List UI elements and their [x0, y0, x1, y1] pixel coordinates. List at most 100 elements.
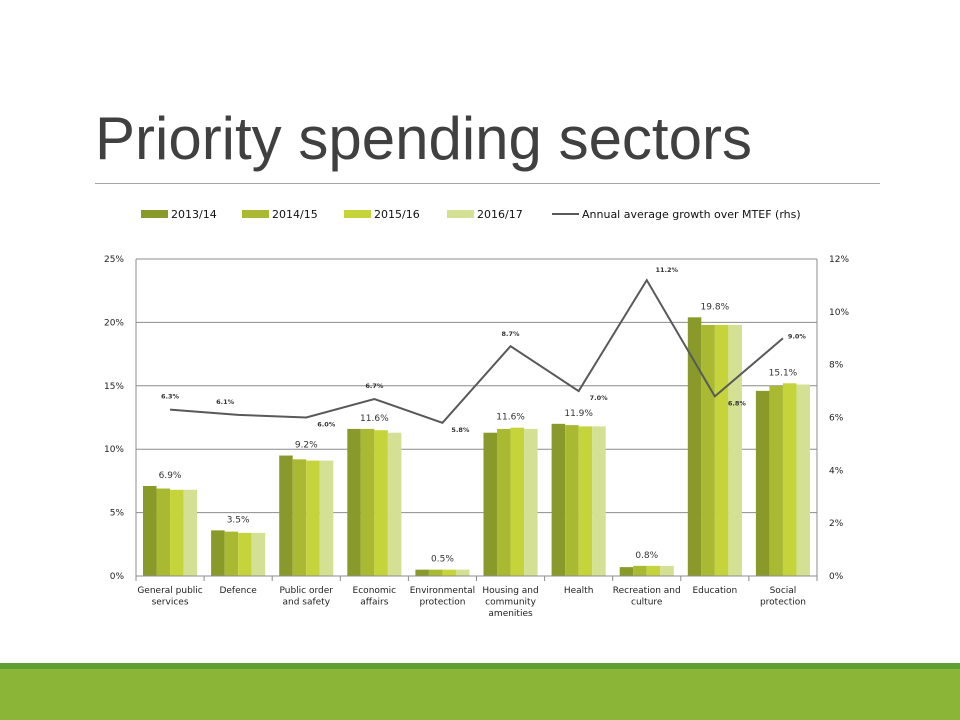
y-right-tick-label: 6% — [829, 414, 844, 424]
growth-value-label: 11.2% — [655, 266, 678, 274]
bar — [279, 455, 293, 576]
bar — [428, 569, 443, 576]
y-left-tick-label: 10% — [104, 445, 124, 455]
slide-title: Priority spending sectors — [95, 105, 752, 172]
legend-label: 2014/15 — [272, 208, 318, 221]
category-label: Defence — [219, 586, 257, 596]
bar — [782, 383, 797, 576]
bar — [387, 432, 402, 576]
legend-swatch — [141, 210, 168, 218]
bar — [374, 430, 388, 576]
footer-stripe — [0, 663, 960, 669]
growth-line-group: 6.3% 6.1% 6.0% 6.7% 5.8% 8.7% 7.0% 11.2% 6.8% 9.0… — [161, 266, 806, 434]
bar — [578, 426, 593, 576]
bar — [183, 489, 198, 576]
category-labels: General public services Defence Public orde… — [137, 586, 806, 619]
y-right-tick-label: 0% — [829, 572, 844, 582]
bar-value-label: 19.8% — [701, 302, 730, 312]
legend-label: 2013/14 — [171, 208, 217, 221]
bar-value-label: 6.9% — [159, 471, 182, 481]
y-right-tick-label: 2% — [829, 519, 844, 529]
y-right-tick-label: 10% — [829, 308, 849, 318]
chart-axes: 0% 5% 10% 15% 20% 25% 0% 2% 4% 6% 8% 10% 12% — [104, 255, 849, 582]
category-label: Recreation and culture — [613, 586, 681, 608]
bar — [360, 428, 375, 576]
category-label: Economic affairs — [353, 586, 397, 608]
growth-value-label: 8.7% — [502, 330, 521, 338]
bar — [646, 565, 661, 576]
bar — [319, 460, 334, 576]
bar — [455, 569, 470, 576]
bar — [619, 567, 634, 576]
bar-value-label: 0.5% — [431, 555, 454, 565]
legend-swatch — [447, 210, 474, 218]
bar — [306, 460, 320, 576]
bar — [251, 532, 266, 576]
category-label: Public order and safety — [280, 586, 334, 608]
bar-value-label: 3.5% — [227, 515, 250, 525]
y-left-tick-label: 5% — [110, 509, 125, 519]
legend-label: 2016/17 — [477, 208, 523, 221]
y-left-tick-label: 15% — [104, 382, 124, 392]
y-left-tick-label: 0% — [110, 572, 125, 582]
y-right-tick-label: 12% — [829, 255, 849, 265]
bar — [497, 428, 511, 576]
bar — [156, 488, 171, 576]
bar — [510, 427, 525, 576]
bar-value-label: 11.9% — [564, 409, 593, 419]
bar — [714, 324, 729, 576]
bar — [551, 423, 566, 576]
bar — [292, 459, 307, 576]
bar — [633, 565, 647, 576]
bar — [211, 530, 225, 576]
spending-chart: 2013/14 2014/15 2015/16 2016/17 Annual avera… — [104, 208, 849, 619]
legend-swatch — [242, 210, 269, 218]
bar — [170, 489, 184, 576]
y-left-tick-label: 20% — [104, 318, 124, 328]
y-left-tick-label: 25% — [104, 255, 124, 265]
legend-label: Annual average growth over MTEF (rhs) — [582, 208, 801, 221]
chart-legend: 2013/14 2014/15 2015/16 2016/17 Annual avera… — [141, 208, 801, 221]
category-label: Environmental protection — [410, 586, 475, 608]
growth-value-label: 9.0% — [788, 332, 807, 340]
title-divider — [95, 183, 880, 184]
bar — [660, 565, 674, 576]
category-label: Housing and community amenities — [482, 586, 538, 619]
bar — [347, 428, 361, 576]
chart-bar-labels: 6.9% 3.5% 9.2% 11.6% 0.5% 11.6% 11.9% 0.8% 19.8%… — [159, 302, 798, 564]
chart-bars — [143, 317, 810, 576]
growth-value-label: 6.3% — [161, 393, 180, 401]
bar — [442, 569, 456, 576]
growth-value-label: 6.0% — [317, 421, 336, 429]
y-right-tick-label: 4% — [829, 466, 844, 476]
category-label: Education — [692, 586, 737, 596]
bar — [592, 426, 606, 576]
growth-value-label: 6.8% — [728, 399, 747, 407]
bar — [701, 324, 715, 576]
category-label: General public services — [137, 586, 202, 608]
bar — [524, 428, 538, 576]
bar — [415, 569, 429, 576]
bar — [483, 432, 498, 576]
bar — [755, 390, 770, 576]
growth-value-label: 7.0% — [590, 394, 609, 402]
growth-value-label: 6.1% — [216, 398, 235, 406]
bar — [143, 485, 157, 576]
bar-value-label: 15.1% — [769, 368, 798, 378]
bar — [565, 425, 579, 576]
growth-value-label: 5.8% — [451, 426, 470, 434]
bar-value-label: 11.6% — [360, 414, 389, 424]
bar — [796, 384, 810, 576]
category-label: Social protection — [760, 586, 806, 608]
category-label: Health — [564, 586, 594, 596]
growth-value-label: 6.7% — [365, 382, 384, 390]
bar-value-label: 9.2% — [295, 441, 318, 451]
growth-line — [169, 278, 784, 424]
bar — [769, 385, 783, 576]
footer-band — [0, 663, 960, 720]
bar — [687, 317, 702, 576]
legend-swatch — [344, 210, 371, 218]
legend-label: 2015/16 — [374, 208, 420, 221]
bar — [224, 531, 239, 576]
bar-value-label: 0.8% — [635, 551, 658, 561]
